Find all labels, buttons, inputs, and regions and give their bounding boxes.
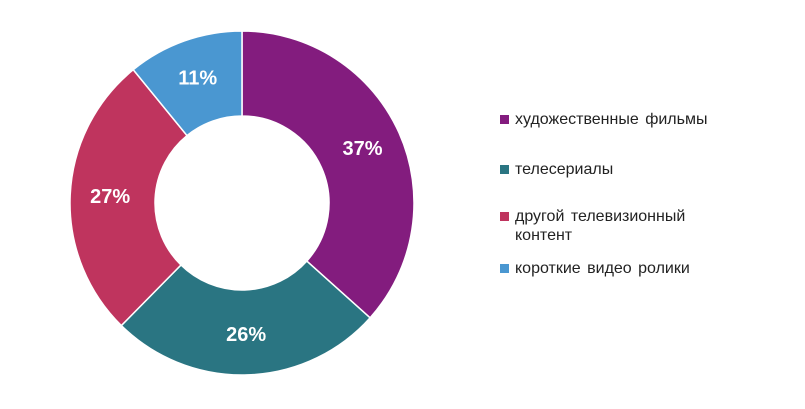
legend-swatch-tv-series	[500, 165, 509, 174]
legend-item-tv-series: телесериалы	[500, 160, 745, 179]
legend-swatch-short-videos	[500, 264, 509, 273]
legend-label-feature-films: художественные фильмы	[515, 111, 708, 128]
data-label-other-tv-content: 27%	[90, 186, 130, 208]
slice-tv-series	[120, 260, 372, 376]
data-label-short-videos: 11%	[178, 68, 217, 90]
legend-label-tv-series: телесериалы	[515, 161, 614, 178]
data-label-tv-series: 26%	[226, 324, 266, 346]
slice-feature-films	[241, 30, 415, 319]
legend-item-other-tv-content: другой телевизионный контент	[500, 207, 745, 245]
legend-label-short-videos: короткие видео ролики	[515, 260, 690, 277]
legend-label-other-tv-content: другой телевизионный контент	[515, 208, 686, 244]
slice-other-tv-content	[69, 68, 189, 327]
legend-item-short-videos: короткие видео ролики	[500, 259, 745, 278]
legend-swatch-feature-films	[500, 115, 509, 124]
legend-swatch-other-tv-content	[500, 212, 509, 221]
slice-short-videos	[132, 30, 243, 137]
data-label-feature-films: 37%	[343, 138, 383, 160]
legend-item-feature-films: художественные фильмы	[500, 110, 745, 129]
